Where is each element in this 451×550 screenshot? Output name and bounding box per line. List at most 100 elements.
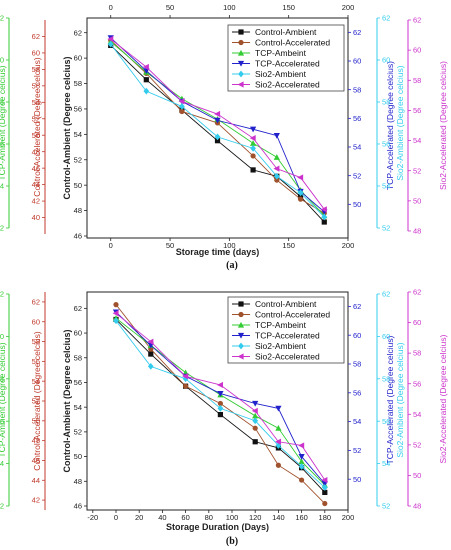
x-top-tick-label: 150	[282, 3, 295, 12]
y-axis-label-ctrl_amb: Control-Ambient (Degree celcius)	[62, 56, 72, 199]
x-top-tick-label: 50	[166, 3, 174, 12]
y-axis-label-sio2_amb: Sio2-Ambient (Degree celcius)	[395, 342, 405, 457]
y-tick-label-tcp_acc: 52	[353, 171, 361, 180]
y-tick-label-ctrl_amb: 58	[74, 79, 82, 88]
y-tick-label-ctrl_acc: 62	[32, 32, 40, 41]
x-tick-label: 0	[109, 241, 113, 250]
y-tick-label-ctrl_amb: 56	[74, 378, 82, 387]
legend-swatch-marker	[237, 332, 245, 339]
y-tick-label-sio2_acc: 60	[413, 318, 421, 327]
series-point-4	[250, 144, 256, 152]
y-tick-label-tcp_amb: 56	[0, 140, 4, 149]
series-point-0	[252, 439, 258, 445]
series-point-4	[214, 133, 221, 141]
x-top-tick-label: 200	[342, 3, 355, 12]
plot-frame	[86, 17, 349, 239]
y-tick-label-ctrl_amb: 48	[74, 206, 82, 215]
series-point-0	[217, 411, 223, 418]
legend-label: Control-Accelerated	[255, 38, 330, 48]
y-tick-label-ctrl_acc: 52	[32, 114, 40, 123]
legend-swatch-marker	[238, 29, 244, 35]
series-point-2	[298, 458, 305, 465]
series-line-2	[110, 41, 325, 216]
y-tick-label-sio2_acc: 52	[413, 166, 421, 175]
y-tick-label-sio2_amb: 60	[382, 332, 390, 341]
y-tick-label-ctrl_amb: 48	[74, 477, 82, 486]
legend-swatch-marker	[237, 81, 244, 88]
series-point-2	[249, 140, 257, 146]
y-tick-label-tcp_acc: 62	[353, 302, 361, 311]
legend-label: TCP-Accelerated	[255, 59, 320, 69]
series-point-5	[142, 63, 149, 71]
y-tick-label-ctrl_amb: 54	[74, 403, 82, 412]
series-point-1	[299, 477, 305, 483]
legend-swatch-marker	[237, 321, 245, 328]
y-tick-label-tcp_amb: 52	[0, 224, 4, 233]
x-tick-label: 160	[295, 513, 308, 522]
series-point-1	[274, 177, 280, 183]
x-tick-label: 150	[282, 241, 295, 250]
y-tick-label-ctrl_acc: 46	[32, 164, 40, 173]
y-axis-label-sio2_acc: Sio2-Accelerated (Degree celcius)	[438, 61, 448, 190]
y-tick-label-ctrl_acc: 46	[32, 456, 40, 465]
series-point-1	[113, 302, 119, 308]
series-line-1	[110, 39, 325, 214]
y-axis-label-tcp_amb: TCP-Ambient (Degree celcius)	[0, 65, 7, 180]
series-point-5	[249, 135, 256, 142]
legend-swatch-marker	[238, 39, 244, 46]
x-tick-label: 140	[272, 513, 285, 522]
legend-swatch-marker	[238, 311, 244, 318]
y-tick-label-tcp_acc: 52	[353, 446, 361, 455]
series-point-5	[182, 373, 189, 380]
y-tick-label-sio2_amb: 62	[382, 290, 390, 299]
series-point-4	[107, 40, 114, 48]
y-tick-label-tcp_amb: 58	[0, 374, 4, 383]
y-axis-label-ctrl_acc: Control-Accelerated (Degree celcius)	[32, 331, 42, 471]
series-point-5	[320, 206, 327, 213]
x-axis-label: Storage Duration (Days)	[166, 522, 269, 532]
series-line-2	[115, 317, 326, 486]
y-tick-label-ctrl_amb: 60	[74, 329, 82, 338]
x-axis-label: Storage time (days)	[176, 247, 260, 257]
y-tick-label-tcp_amb: 58	[0, 98, 4, 107]
series-point-5	[275, 438, 281, 445]
y-tick-label-sio2_amb: 58	[382, 374, 390, 383]
panel-label-b: (b)	[226, 536, 238, 547]
series-point-5	[298, 442, 305, 449]
series-point-3	[298, 453, 305, 460]
series-point-5	[147, 338, 154, 345]
series-point-3	[275, 405, 282, 412]
series-point-1	[183, 383, 189, 389]
y-tick-label-sio2_amb: 52	[382, 224, 390, 233]
y-tick-label-ctrl_acc: 48	[32, 436, 40, 445]
series-point-1	[250, 153, 256, 159]
y-tick-label-tcp_acc: 62	[353, 28, 361, 37]
y-tick-label-sio2_amb: 60	[382, 56, 390, 65]
series-line-0	[110, 45, 325, 223]
y-axis-label-tcp_amb: TCP-Ambient (Degree celcius)	[0, 342, 7, 457]
panel-label-a: (a)	[226, 260, 238, 271]
series-point-0	[143, 77, 149, 83]
y-tick-label-ctrl_amb: 52	[74, 155, 82, 164]
y-tick-label-ctrl_acc: 54	[32, 98, 40, 107]
y-tick-label-tcp_acc: 56	[353, 388, 361, 397]
y-tick-label-sio2_acc: 54	[413, 136, 421, 145]
series-point-4	[321, 484, 328, 491]
x-tick-label: -20	[87, 513, 98, 522]
y-tick-label-sio2_acc: 54	[413, 410, 421, 419]
legend-label: Sio2-Ambient	[255, 69, 307, 79]
y-tick-label-tcp_amb: 60	[0, 332, 4, 341]
legend-label: Control-Ambient	[255, 299, 317, 309]
series-point-5	[107, 35, 114, 43]
x-top-tick-label: 0	[109, 3, 113, 12]
y-tick-label-tcp_amb: 52	[0, 502, 4, 511]
series-point-4	[252, 417, 259, 425]
y-tick-label-sio2_acc: 48	[413, 227, 421, 236]
series-point-5	[217, 381, 223, 389]
y-tick-label-ctrl_acc: 58	[32, 65, 40, 74]
y-tick-label-sio2_amb: 62	[382, 14, 390, 23]
legend-swatch-marker	[238, 342, 244, 350]
series-point-4	[275, 442, 282, 449]
series-point-4	[217, 405, 224, 412]
